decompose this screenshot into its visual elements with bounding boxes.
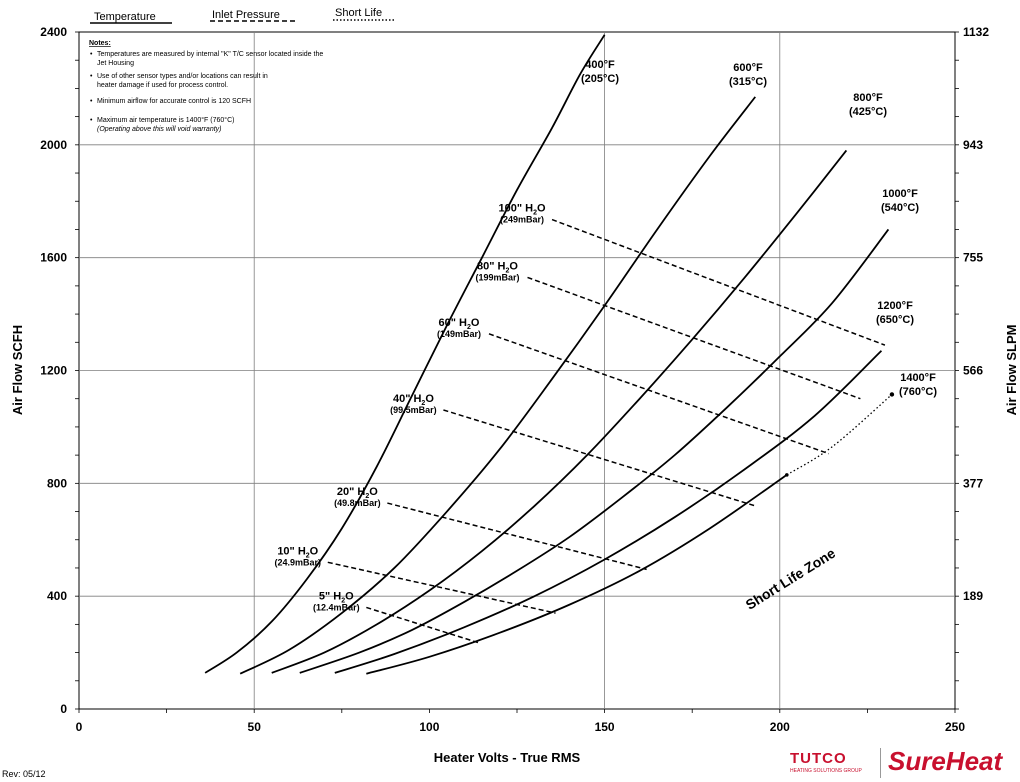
- y-tick-label: 2400: [40, 25, 67, 39]
- pressure-mbar-label: (49.8mBar): [334, 498, 381, 508]
- legend-item-short-life: Short Life: [335, 7, 382, 19]
- y-tick-label: 1600: [40, 251, 67, 265]
- y2-tick-label: 943: [963, 138, 983, 152]
- note-line: heater damage if used for process contro…: [97, 82, 228, 89]
- short-life-zone-label: Short Life Zone: [743, 545, 839, 613]
- temperature-label: 800°F: [853, 92, 883, 104]
- short-life-start-dot: [785, 473, 789, 477]
- pressure-line-5: [488, 333, 830, 455]
- pressure-mbar-label: (24.9mBar): [275, 557, 322, 567]
- curve-labels: 400°F (205°C) 600°F (315°C) 800°F (425°C) 1000…: [275, 59, 938, 612]
- temperature-curve-3: [271, 149, 848, 674]
- legend-item-temperature: Temperature: [94, 11, 156, 23]
- y2-tick-label: 189: [963, 589, 983, 603]
- legend-item-inlet-pressure: Inlet Pressure: [212, 9, 280, 21]
- x-axis-title: Heater Volts - True RMS: [434, 750, 581, 765]
- temperature-label: 1200°F: [877, 300, 913, 312]
- temperature-curve-1: [204, 34, 606, 674]
- grid-lines: [79, 32, 955, 709]
- y2-tick-label: 755: [963, 251, 983, 265]
- y2-axis-title: Air Flow SLPM: [1004, 325, 1019, 416]
- y2-tick-label: 566: [963, 364, 983, 378]
- temperature-label: (205°C): [581, 73, 619, 85]
- note-line: Minimum airflow for accurate control is …: [97, 98, 251, 105]
- y2-tick-label: 1132: [963, 25, 989, 39]
- x-tick-label: 200: [770, 720, 790, 734]
- temperature-label: (760°C): [899, 386, 937, 398]
- axis-ticks: 0 50 100 150 200 250 0 400 800 1200 1600 2000 2400 18…: [40, 25, 989, 734]
- note-bullet: •: [90, 98, 93, 105]
- pressure-mbar-label: (199mBar): [475, 272, 519, 282]
- temperature-label: (540°C): [881, 202, 919, 214]
- y-tick-label: 1200: [40, 364, 67, 378]
- pressure-label: 10" H2O: [277, 545, 318, 559]
- notes-box: Notes: • Temperatures are measured by in…: [89, 40, 323, 133]
- y2-tick-label: 377: [963, 476, 983, 490]
- note-line: Jet Housing: [97, 60, 134, 67]
- y-tick-label: 400: [47, 589, 67, 603]
- x-tick-label: 150: [595, 720, 615, 734]
- brand-logos: TUTCO HEATING SOLUTIONS GROUP SureHeat: [790, 746, 1015, 780]
- revision-label: Rev: 05/12: [2, 769, 46, 779]
- pressure-line-3: [387, 502, 647, 571]
- temperature-curve-4: [299, 228, 890, 674]
- temperature-label: 600°F: [733, 62, 763, 74]
- pressure-label: 100" H2O: [499, 203, 546, 217]
- pressure-lines: [327, 218, 886, 644]
- y-tick-label: 2000: [40, 138, 67, 152]
- pressure-line-6: [527, 276, 861, 400]
- y-tick-label: 800: [47, 476, 67, 490]
- pressure-label: 20" H2O: [337, 486, 378, 500]
- pressure-line-1: [366, 606, 479, 644]
- x-tick-label: 100: [419, 720, 439, 734]
- temperature-curves: [204, 34, 895, 675]
- temperature-curve-2: [239, 96, 756, 675]
- temperature-curve-5: [334, 350, 883, 674]
- note-line: Maximum air temperature is 1400°F (760°C…: [97, 116, 234, 124]
- x-tick-label: 50: [248, 720, 262, 734]
- pressure-mbar-label: (149mBar): [437, 329, 481, 339]
- legend: Temperature Inlet Pressure Short Life: [90, 7, 394, 24]
- pressure-mbar-label: (12.4mBar): [313, 602, 360, 612]
- notes-title: Notes:: [89, 40, 111, 47]
- tutco-logo-tagline: HEATING SOLUTIONS GROUP: [790, 768, 862, 774]
- note-bullet: •: [90, 51, 93, 58]
- short-life-curve: [786, 393, 893, 476]
- pressure-line-2: [327, 561, 556, 614]
- pressure-line-7: [551, 218, 886, 346]
- temperature-label: (315°C): [729, 76, 767, 88]
- temperature-label: (650°C): [876, 314, 914, 326]
- note-line: Use of other sensor types and/or locatio…: [97, 73, 268, 80]
- note-line: (Operating above this will void warranty…: [97, 126, 222, 133]
- temperature-label: 1000°F: [882, 188, 918, 200]
- tutco-logo: TUTCO: [790, 750, 847, 767]
- temperature-label: 1400°F: [900, 372, 936, 384]
- note-bullet: •: [90, 73, 93, 80]
- x-tick-label: 250: [945, 720, 965, 734]
- pressure-label: 60" H2O: [439, 317, 480, 331]
- pressure-mbar-label: (99.5mBar): [390, 405, 437, 415]
- temperature-label: 400°F: [585, 59, 615, 71]
- temperature-curve-6: [366, 474, 788, 675]
- temperature-label: (425°C): [849, 106, 887, 118]
- sureheat-logo: SureHeat: [888, 746, 1003, 776]
- y-axis-title: Air Flow SCFH: [10, 325, 25, 415]
- pressure-label: 40" H2O: [393, 393, 434, 407]
- pressure-line-4: [443, 409, 756, 507]
- pressure-mbar-label: (249mBar): [500, 215, 544, 225]
- x-tick-label: 0: [76, 720, 83, 734]
- note-line: Temperatures are measured by internal "K…: [97, 51, 323, 58]
- logo-divider: [880, 748, 881, 778]
- short-life-end-dot: [889, 392, 895, 397]
- y-tick-label: 0: [60, 702, 67, 716]
- pressure-label: 5" H2O: [319, 590, 354, 604]
- note-bullet: •: [90, 117, 93, 124]
- pressure-label: 80" H2O: [477, 260, 518, 274]
